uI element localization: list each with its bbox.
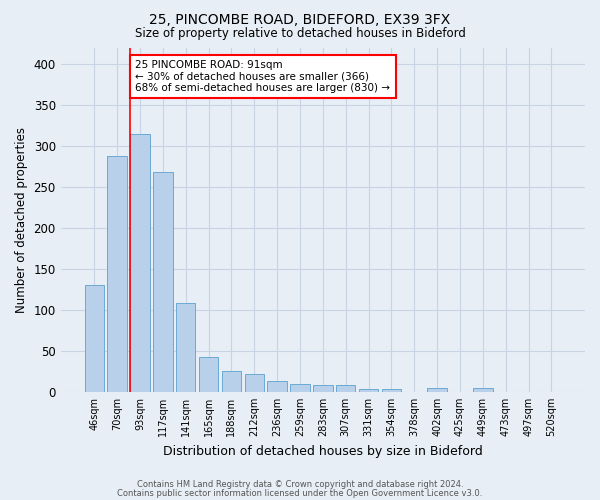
Bar: [336, 386, 355, 392]
Text: Contains public sector information licensed under the Open Government Licence v3: Contains public sector information licen…: [118, 488, 482, 498]
Bar: [313, 384, 332, 392]
Y-axis label: Number of detached properties: Number of detached properties: [15, 126, 28, 312]
Text: 25, PINCOMBE ROAD, BIDEFORD, EX39 3FX: 25, PINCOMBE ROAD, BIDEFORD, EX39 3FX: [149, 12, 451, 26]
Bar: [268, 382, 287, 392]
Bar: [153, 172, 173, 392]
Bar: [176, 304, 196, 392]
Text: Size of property relative to detached houses in Bideford: Size of property relative to detached ho…: [134, 28, 466, 40]
Bar: [107, 156, 127, 392]
Text: 25 PINCOMBE ROAD: 91sqm
← 30% of detached houses are smaller (366)
68% of semi-d: 25 PINCOMBE ROAD: 91sqm ← 30% of detache…: [136, 60, 391, 93]
Bar: [382, 388, 401, 392]
Bar: [85, 286, 104, 392]
Bar: [130, 134, 149, 392]
Bar: [427, 388, 447, 392]
Bar: [245, 374, 264, 392]
Bar: [473, 388, 493, 392]
Bar: [199, 358, 218, 392]
Bar: [221, 370, 241, 392]
X-axis label: Distribution of detached houses by size in Bideford: Distribution of detached houses by size …: [163, 444, 483, 458]
Text: Contains HM Land Registry data © Crown copyright and database right 2024.: Contains HM Land Registry data © Crown c…: [137, 480, 463, 489]
Bar: [359, 390, 378, 392]
Bar: [290, 384, 310, 392]
